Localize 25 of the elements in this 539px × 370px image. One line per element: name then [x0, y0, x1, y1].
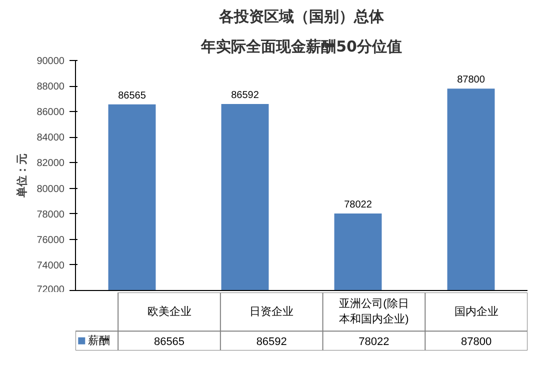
y-axis-title: 单位：元 — [16, 154, 29, 198]
y-tick-label: 90000 — [36, 56, 65, 67]
data-label: 78022 — [358, 336, 390, 348]
y-tick-label: 86000 — [36, 107, 65, 118]
x-tick-label: 欧美企业 — [147, 304, 192, 318]
legend-label: 薪酬 — [88, 334, 110, 347]
data-label: 86565 — [154, 336, 185, 348]
y-tick-label: 74000 — [36, 260, 65, 272]
data-label: 87800 — [461, 336, 492, 348]
text: 86592 — [231, 90, 259, 102]
y-tick-label: 80000 — [36, 184, 65, 195]
y-tick-label: 84000 — [36, 132, 65, 144]
y-tick-label: 78000 — [36, 209, 65, 220]
data-label: 86592 — [256, 336, 287, 348]
y-tick-label: 76000 — [36, 234, 65, 246]
x-tick-label: 日资企业 — [250, 304, 294, 318]
text: 86565 — [118, 90, 146, 102]
text: 87800 — [457, 74, 485, 86]
chart-title: 各投资区域（国别）总体 — [218, 8, 385, 26]
text: 78022 — [344, 200, 372, 211]
x-tick-label: 亚洲公司(除日本和国内企业) — [339, 297, 409, 326]
x-tick-label: 国内企业 — [454, 304, 498, 318]
chart-subtitle: 年实际全面现金薪酬50分位值 — [200, 38, 402, 56]
y-tick-label: 82000 — [36, 158, 65, 170]
y-tick-label: 88000 — [36, 82, 65, 93]
